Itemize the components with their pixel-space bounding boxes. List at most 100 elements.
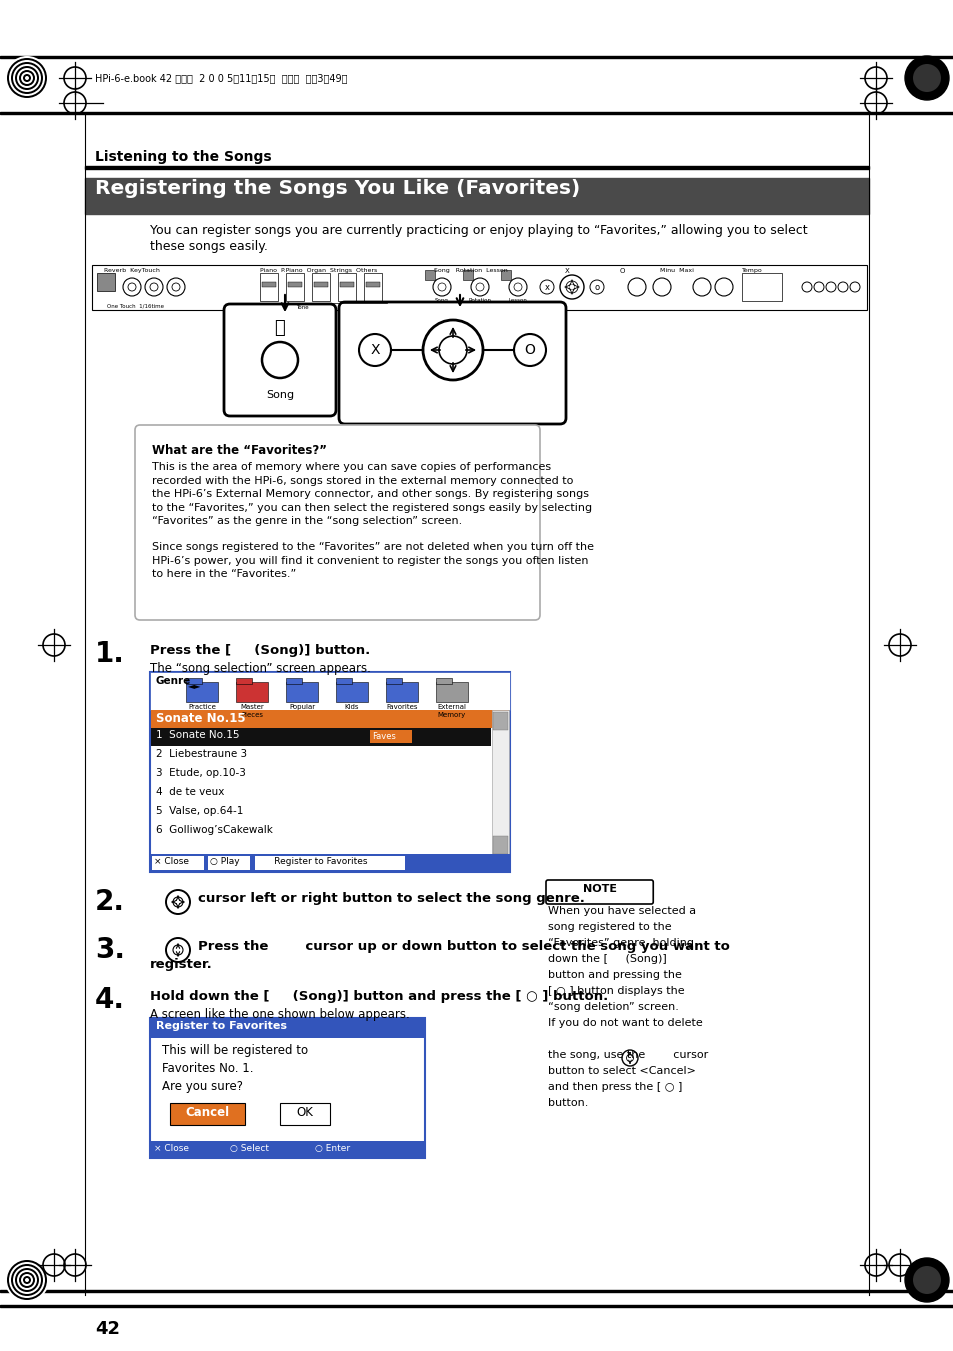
- Circle shape: [15, 66, 39, 91]
- Bar: [235, 678, 252, 684]
- Text: ○ Enter: ○ Enter: [314, 1144, 350, 1152]
- Bar: [370, 730, 412, 743]
- Text: ○ Play: ○ Play: [210, 857, 239, 866]
- Circle shape: [912, 1266, 940, 1294]
- Text: Kids: Kids: [344, 704, 359, 711]
- Circle shape: [849, 282, 859, 292]
- Text: O: O: [524, 343, 535, 357]
- Bar: [286, 682, 317, 703]
- Circle shape: [23, 74, 30, 82]
- Circle shape: [172, 282, 180, 290]
- Bar: [85, 178, 868, 213]
- Text: Register to Favorites: Register to Favorites: [156, 1021, 287, 1031]
- Circle shape: [692, 278, 710, 296]
- Circle shape: [23, 1275, 30, 1283]
- Text: Song   Rotation  Lesson: Song Rotation Lesson: [434, 267, 507, 273]
- Circle shape: [11, 62, 43, 95]
- Text: X: X: [564, 267, 569, 274]
- Text: × Close: × Close: [153, 857, 189, 866]
- Text: ◄: ◄: [188, 681, 194, 690]
- Circle shape: [5, 1258, 49, 1302]
- Circle shape: [7, 1260, 47, 1300]
- Text: 4  de te veux: 4 de te veux: [156, 788, 224, 797]
- Text: 1  Sonate No.15: 1 Sonate No.15: [156, 730, 239, 740]
- FancyBboxPatch shape: [224, 304, 335, 416]
- Text: these songs easily.: these songs easily.: [150, 240, 268, 253]
- Circle shape: [589, 280, 603, 295]
- FancyBboxPatch shape: [545, 880, 653, 904]
- Text: Practice: Practice: [188, 704, 215, 711]
- FancyBboxPatch shape: [135, 426, 539, 620]
- Circle shape: [714, 278, 732, 296]
- Text: [ ○ ] button displays the: [ ○ ] button displays the: [547, 986, 684, 996]
- Circle shape: [471, 278, 489, 296]
- Bar: [150, 1019, 424, 1038]
- Bar: [152, 857, 204, 870]
- Bar: [339, 282, 354, 286]
- Bar: [85, 166, 868, 169]
- Bar: [386, 682, 417, 703]
- Circle shape: [172, 897, 183, 907]
- Text: 3.: 3.: [95, 936, 125, 965]
- Bar: [0, 1305, 953, 1306]
- Text: Genre: Genre: [156, 676, 191, 686]
- Bar: [150, 1019, 424, 1158]
- Circle shape: [145, 278, 163, 296]
- Bar: [424, 270, 435, 280]
- Text: Rotation: Rotation: [468, 299, 491, 303]
- Text: Sonate No.15: Sonate No.15: [156, 712, 245, 725]
- Circle shape: [813, 282, 823, 292]
- Circle shape: [9, 59, 45, 96]
- Bar: [235, 682, 268, 703]
- Circle shape: [21, 1274, 33, 1286]
- Text: HPi-6-e.book 42 ページ  2 0 0 5年11月15日  火曜日  午後3時49分: HPi-6-e.book 42 ページ 2 0 0 5年11月15日 火曜日 午…: [95, 73, 347, 82]
- Circle shape: [514, 282, 521, 290]
- Text: Faves: Faves: [372, 732, 395, 740]
- Circle shape: [621, 1050, 638, 1066]
- Circle shape: [128, 282, 136, 290]
- Bar: [262, 282, 275, 286]
- Text: Minu  Maxi: Minu Maxi: [659, 267, 693, 273]
- Circle shape: [559, 276, 583, 299]
- Text: song registered to the: song registered to the: [547, 921, 671, 932]
- Circle shape: [13, 1266, 41, 1294]
- Circle shape: [565, 281, 578, 293]
- Text: You can register songs you are currently practicing or enjoy playing to “Favorit: You can register songs you are currently…: [150, 224, 807, 236]
- Circle shape: [166, 938, 190, 962]
- Text: button and pressing the: button and pressing the: [547, 970, 681, 979]
- Text: “Favorites” genre, holding: “Favorites” genre, holding: [547, 938, 693, 948]
- Text: This is the area of memory where you can save copies of performances
recorded wi: This is the area of memory where you can…: [152, 462, 592, 527]
- Circle shape: [904, 55, 948, 100]
- Text: If you do not want to delete: If you do not want to delete: [547, 1019, 702, 1028]
- Text: button to select <Cancel>: button to select <Cancel>: [547, 1066, 695, 1075]
- Bar: [280, 1102, 330, 1125]
- Text: “song deletion” screen.: “song deletion” screen.: [547, 1002, 679, 1012]
- Circle shape: [5, 55, 49, 100]
- Text: x: x: [544, 282, 549, 292]
- Bar: [335, 682, 368, 703]
- Text: ○ Select: ○ Select: [230, 1144, 269, 1152]
- Circle shape: [7, 58, 47, 99]
- Text: One Touch  1/16time: One Touch 1/16time: [107, 303, 164, 308]
- Text: Master: Master: [240, 704, 264, 711]
- Circle shape: [25, 76, 29, 80]
- Text: Hold down the [     (Song)] button and press the [ ○ ] button.: Hold down the [ (Song)] button and press…: [150, 990, 608, 1002]
- Circle shape: [19, 1273, 35, 1288]
- Text: Register to Favorites: Register to Favorites: [256, 857, 367, 866]
- Circle shape: [422, 320, 482, 380]
- Bar: [500, 270, 511, 280]
- Bar: [462, 270, 473, 280]
- Text: 3  Etude, op.10-3: 3 Etude, op.10-3: [156, 767, 246, 778]
- Text: the song, use the        cursor: the song, use the cursor: [547, 1050, 707, 1061]
- Text: Tempo: Tempo: [741, 267, 762, 273]
- Bar: [286, 678, 302, 684]
- Text: Song: Song: [266, 390, 294, 400]
- Circle shape: [21, 72, 33, 84]
- Bar: [97, 273, 115, 290]
- Bar: [151, 711, 509, 728]
- Text: NOTE: NOTE: [582, 884, 616, 894]
- Circle shape: [167, 278, 185, 296]
- Text: Press the        cursor up or down button to select the song you want to: Press the cursor up or down button to se…: [198, 940, 729, 952]
- Text: × Close: × Close: [153, 1144, 189, 1152]
- Text: o: o: [594, 282, 598, 292]
